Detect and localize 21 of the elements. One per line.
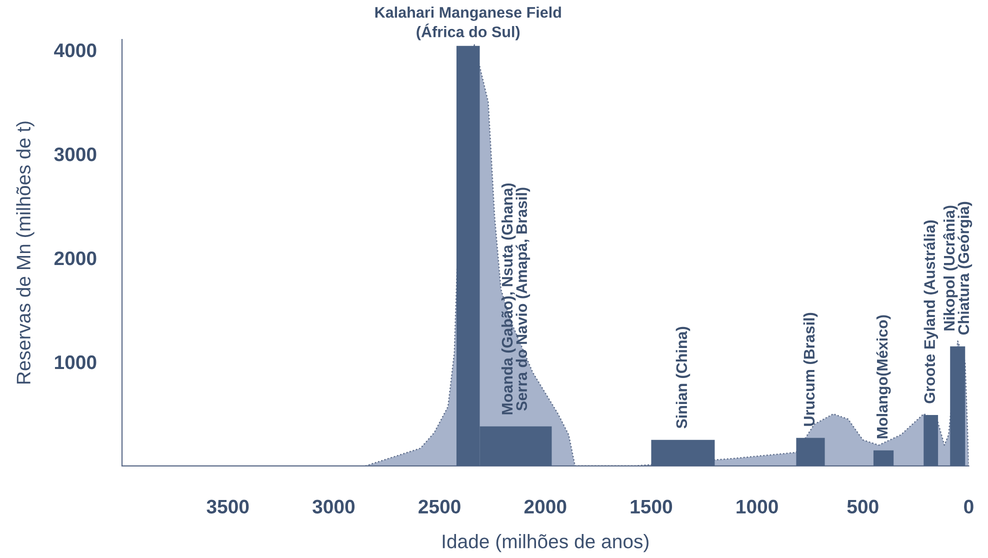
x-tick-label: 2000 [524,500,566,514]
annotation: Groote Eyland (Austrália) [924,220,938,404]
annotation: Moanda (Gabão), Nsuta (Ghana) Serra do Navio (Amapá, Brasil) [501,183,530,414]
y-tick-label: 1000 [54,355,96,370]
y-tick-label: 3000 [54,147,96,162]
y-axis-title: Reservas de Mn (milhões de t) [16,122,34,384]
y-tick-label: 2000 [54,251,96,266]
x-tick-label: 500 [847,500,878,514]
annotation: Nikopol (Ucrânia) Chiatura (Geórgia) [943,202,972,335]
annotation: Urucum (Brasil) [803,312,818,426]
annotation: Kalahari Manganese Field (África do Sul) [375,6,561,40]
x-tick-label: 1500 [630,500,672,514]
x-tick-label: 3000 [312,500,355,514]
y-tick-label: 4000 [54,43,96,58]
x-tick-label: 1000 [736,500,778,514]
annotation: Molango(México) [876,315,891,438]
x-tick-label: 3500 [206,500,249,514]
x-tick-label: 2500 [418,500,460,514]
x-axis-title: Idade (milhões de anos) [442,534,648,552]
annotation: Sinian (China) [676,326,690,428]
x-tick-label: 0 [964,500,974,514]
